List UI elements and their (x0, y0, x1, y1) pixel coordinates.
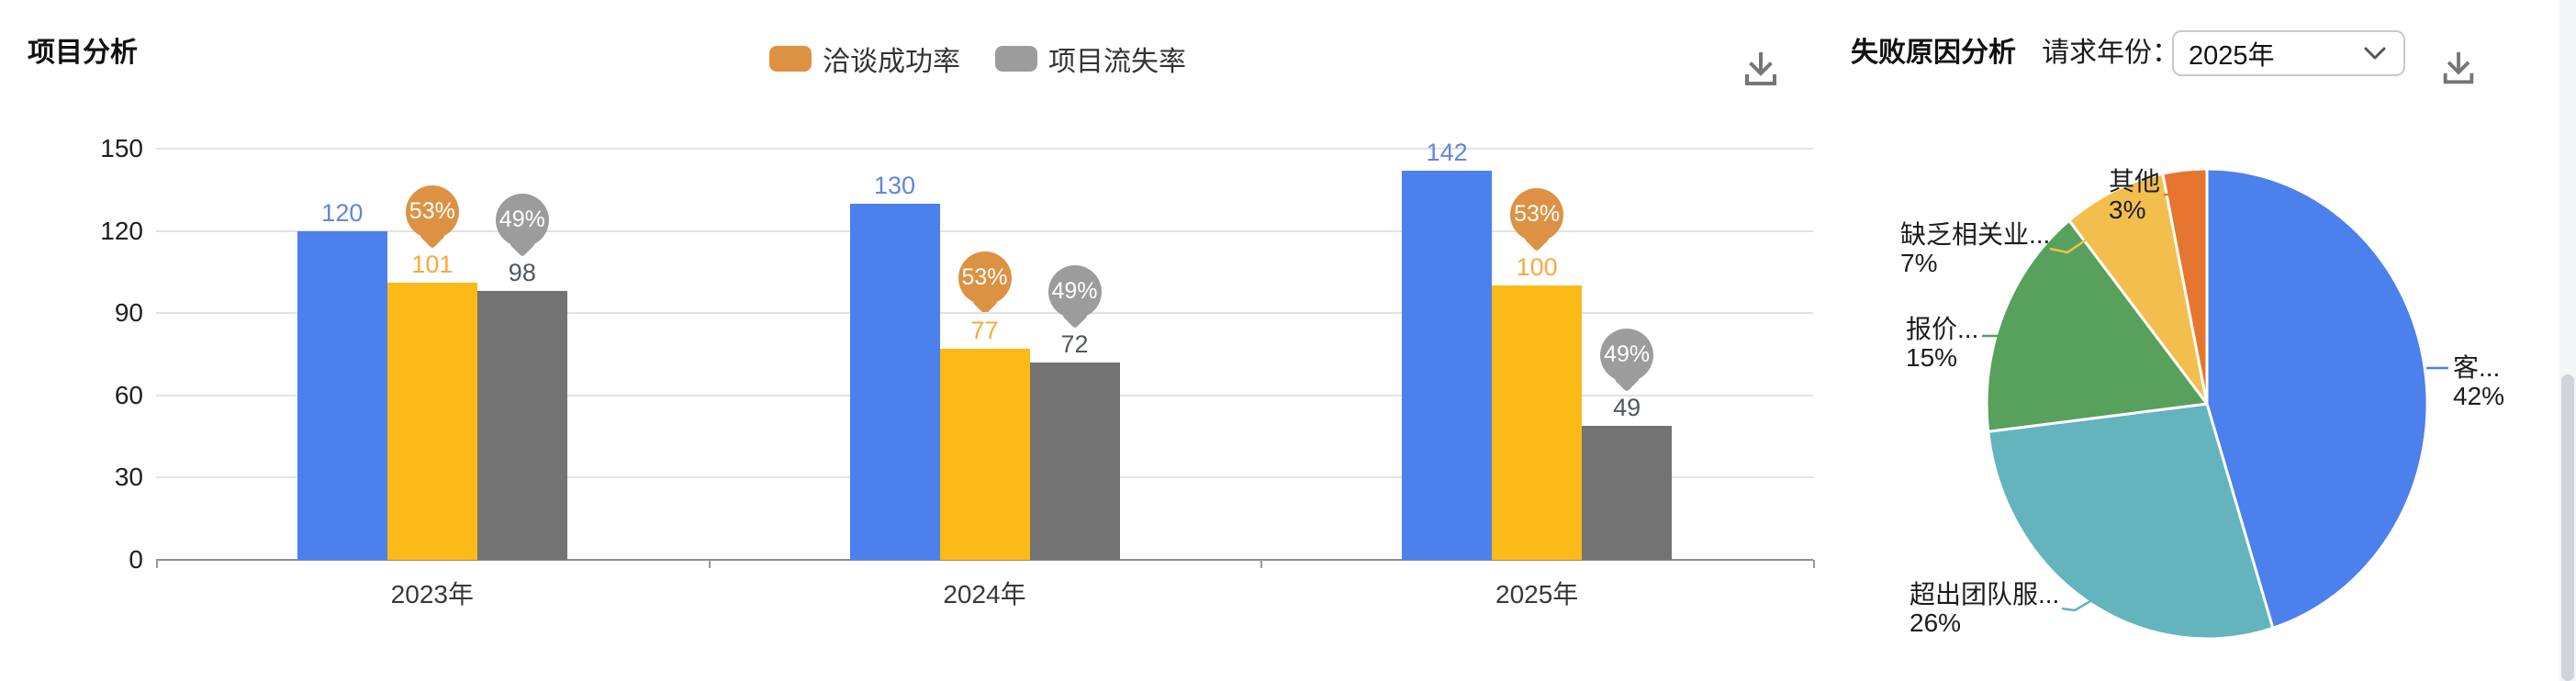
pie-slice-label: 客... 42% (2453, 353, 2505, 410)
y-axis-tick-label: 150 (100, 134, 143, 162)
legend-item-negotiation-success[interactable]: 洽谈成功率 (769, 39, 960, 79)
gridline (156, 312, 1813, 315)
bar-segment[interactable] (1402, 170, 1493, 560)
x-axis-category-label: 2023年 (390, 580, 474, 608)
bar-segment[interactable] (1582, 425, 1673, 560)
pie-slice[interactable] (2161, 167, 2209, 406)
pie-slice-label: 缺乏相关业... 7% (1900, 220, 2051, 277)
y-axis-tick-label: 30 (114, 463, 143, 492)
scrollbar-thumb[interactable] (2561, 374, 2574, 681)
year-select-value: 2025年 (2189, 41, 2275, 71)
percent-marker-balloon: 53% (958, 251, 1012, 306)
percent-marker-balloon: 49% (495, 194, 549, 248)
bar-chart-title: 项目分析 (28, 38, 138, 68)
bar-value-label: 77 (970, 317, 999, 345)
x-axis-tick (1260, 560, 1263, 568)
year-select-label: 请求年份： (2042, 38, 2179, 68)
bar-segment[interactable] (1029, 362, 1120, 560)
pie-slice-label: 超出团队服... 26% (1910, 580, 2060, 637)
bar-value-label: 120 (321, 198, 364, 227)
pie-slice[interactable] (1987, 402, 2275, 641)
legend-item-project-loss[interactable]: 项目流失率 (995, 39, 1186, 79)
legend-label: 洽谈成功率 (823, 47, 960, 77)
bar-segment[interactable] (849, 203, 940, 560)
download-icon[interactable] (2438, 48, 2481, 90)
bar-segment[interactable] (1492, 285, 1583, 560)
bar-value-label: 101 (411, 251, 454, 279)
y-axis-tick-label: 90 (114, 298, 143, 328)
pie-label-leader-line (2164, 193, 2195, 211)
percent-marker-balloon: 53% (405, 185, 459, 240)
bar-value-label: 49 (1613, 393, 1641, 421)
bar-value-label: 130 (873, 171, 916, 199)
x-axis-tick (708, 560, 711, 568)
bar-segment[interactable] (297, 230, 387, 560)
y-axis-tick-label: 60 (114, 380, 143, 409)
x-axis-tick (156, 560, 158, 568)
y-axis-tick-label: 0 (129, 545, 143, 574)
pie-slice-label: 其他 3% (2109, 167, 2161, 224)
pie-slice[interactable] (1985, 218, 2209, 433)
bar-value-label: 142 (1426, 138, 1468, 166)
percent-marker-balloon: 49% (1600, 328, 1654, 382)
bar-segment[interactable] (939, 349, 1030, 560)
x-axis-category-label: 2025年 (1495, 580, 1579, 608)
x-axis-category-label: 2024年 (943, 580, 1026, 608)
chevron-down-icon (2364, 47, 2386, 60)
x-axis-tick (1813, 560, 1815, 568)
legend-swatch-gray (995, 46, 1037, 72)
legend-swatch-orange (769, 46, 812, 72)
pie-label-leader-line (2049, 207, 2133, 254)
bar-chart-legend: 洽谈成功率 项目流失率 (769, 39, 1186, 79)
gridline (156, 148, 1813, 150)
pie-label-leader-line (2061, 599, 2091, 612)
gridline (156, 559, 1813, 561)
legend-label: 项目流失率 (1048, 47, 1186, 77)
bar-value-label: 98 (508, 259, 536, 287)
download-icon[interactable] (1740, 48, 1782, 90)
bar-value-label: 100 (1516, 253, 1558, 282)
gridline (156, 229, 1813, 232)
year-select[interactable]: 2025年 (2172, 30, 2405, 76)
pie-slice-label: 报价... 15% (1906, 315, 1979, 372)
pie-slice[interactable] (2205, 167, 2429, 630)
pie-chart-title: 失败原因分析 (1851, 38, 2016, 68)
y-axis-tick-label: 120 (100, 216, 143, 245)
bar-segment[interactable] (386, 283, 477, 560)
bar-value-label: 72 (1060, 329, 1089, 358)
percent-marker-balloon: 49% (1047, 264, 1102, 318)
percent-marker-balloon: 53% (1510, 188, 1564, 242)
bar-segment[interactable] (476, 291, 567, 560)
